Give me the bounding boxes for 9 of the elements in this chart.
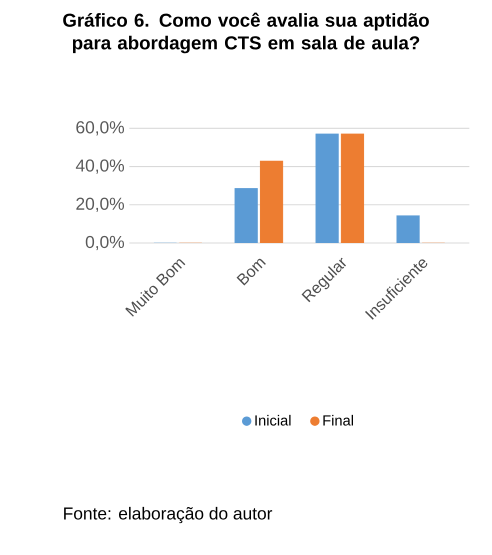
y-tick-label: 20,0% — [76, 198, 124, 212]
legend-label: Final — [323, 414, 353, 426]
y-tick-label: 40,0% — [76, 159, 124, 174]
x-tick-label: Bom — [236, 258, 266, 286]
legend-label: Inicial — [255, 414, 291, 426]
y-tick-label: 0,0% — [86, 236, 124, 250]
chart-title: Gráfico 6. Como você avalia sua aptidão para abordagem CTS em sala de aula? — [63, 12, 429, 54]
source-note: Fonte: elaboração do autor — [64, 506, 272, 524]
y-tick-label: 60,0% — [76, 121, 124, 136]
